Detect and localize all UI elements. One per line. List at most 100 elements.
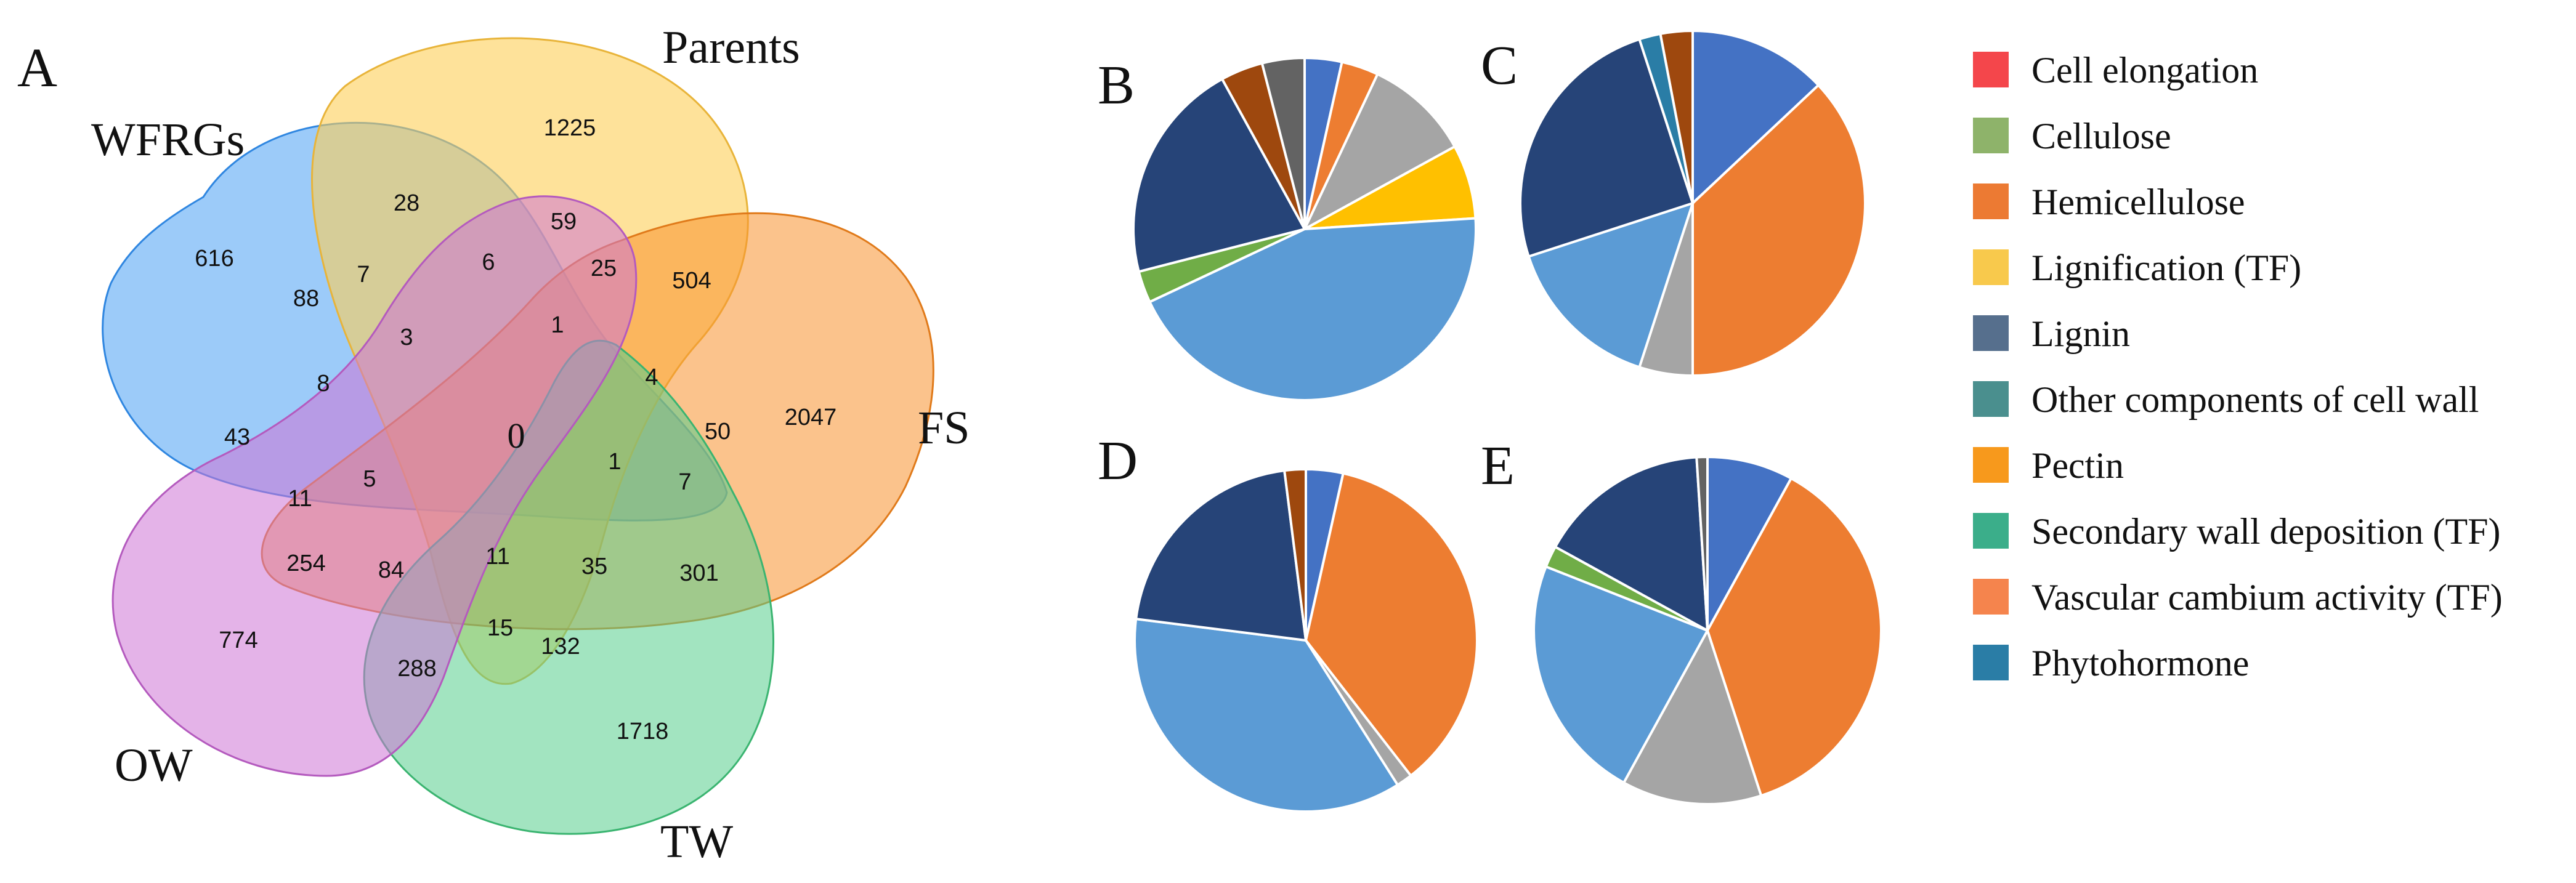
venn-count: 88	[293, 286, 319, 312]
venn-count: 43	[224, 424, 250, 450]
legend-label: Cellulose	[2031, 116, 2171, 156]
venn-count: 4	[645, 365, 658, 390]
venn-count: 2047	[785, 405, 837, 430]
legend-item: Secondary wall deposition (TF)	[1973, 511, 2501, 552]
pie-slice	[1553, 456, 1709, 633]
legend-swatch	[1973, 645, 2009, 680]
legend-label: Lignification (TF)	[2031, 248, 2301, 288]
legend-item: Phytohormone	[1973, 643, 2249, 683]
pie-slice	[1260, 56, 1306, 230]
pie-slice	[1133, 617, 1399, 813]
legend-item: Lignin	[1973, 313, 2130, 354]
legend-item: Hemicellulose	[1973, 182, 2245, 222]
venn-count: 7	[357, 262, 370, 288]
venn-count: 15	[487, 615, 513, 641]
legend-swatch	[1973, 315, 2009, 351]
legend-swatch	[1973, 52, 2009, 87]
legend-item: Cell elongation	[1973, 50, 2258, 91]
pie-slice	[1622, 627, 1763, 805]
venn-count: 25	[591, 256, 617, 281]
legend-swatch	[1973, 183, 2009, 219]
legend-item: Pectin	[1973, 445, 2124, 486]
legend-swatch	[1973, 579, 2009, 615]
pie-chart-d	[1133, 467, 1478, 813]
legend-label: Pectin	[2031, 445, 2124, 486]
pie-slice	[1304, 145, 1477, 230]
venn-set-label-tw: TW	[660, 816, 733, 868]
pie-slice	[1282, 467, 1307, 641]
venn-count: 504	[672, 268, 711, 294]
pie-slice	[1691, 29, 1820, 206]
venn-count: 1	[551, 312, 564, 338]
pie-panels	[1132, 29, 1882, 813]
venn-count: 0	[508, 416, 525, 456]
legend-swatch	[1973, 381, 2009, 417]
legend-label: Secondary wall deposition (TF)	[2031, 511, 2501, 552]
venn-count: 50	[705, 419, 731, 445]
legend-label: Hemicellulose	[2031, 182, 2245, 222]
pie-slice	[1659, 29, 1694, 204]
legend-label: Vascular cambium activity (TF)	[2031, 577, 2503, 618]
pie-slice	[1706, 455, 1793, 631]
panel-letter-e: E	[1481, 435, 1515, 496]
venn-set-label-ow: OW	[115, 740, 193, 791]
legend-label: Cell elongation	[2031, 50, 2258, 91]
legend-item: Other components of cell wall	[1973, 379, 2479, 420]
venn-count: 1	[608, 449, 621, 475]
venn-count: 11	[485, 544, 509, 570]
panel-letter-a: A	[17, 38, 57, 99]
pie-chart-e	[1533, 455, 1882, 805]
venn-count: 6	[482, 249, 495, 275]
pie-slice	[1691, 83, 1866, 377]
venn-count: 11	[288, 486, 312, 512]
venn-count: 254	[286, 550, 325, 576]
panel-letter-c: C	[1481, 35, 1518, 96]
venn-count: 59	[551, 209, 577, 235]
venn-count: 301	[679, 560, 718, 586]
pie-chart-c	[1519, 29, 1866, 377]
pie-slice	[1132, 77, 1306, 273]
venn-set-ow	[111, 195, 638, 777]
pie-slice	[1302, 72, 1457, 232]
venn-count: 616	[195, 246, 233, 272]
legend-label: Phytohormone	[2031, 643, 2249, 683]
pie-slice	[1706, 477, 1882, 797]
pie-chart-b	[1132, 56, 1477, 401]
venn-count: 288	[397, 656, 436, 682]
pie-slice	[1134, 469, 1308, 642]
venn-count: 7	[678, 469, 691, 495]
legend-swatch	[1973, 118, 2009, 153]
legend-swatch	[1973, 249, 2009, 285]
pie-slice	[1695, 455, 1709, 631]
legend-swatch	[1973, 513, 2009, 549]
panel-letter-b: B	[1098, 55, 1135, 116]
legend-label: Lignin	[2031, 313, 2130, 354]
venn-count: 5	[363, 466, 376, 492]
legend-swatch	[1973, 447, 2009, 483]
venn-count: 132	[541, 634, 580, 659]
panel-letter-d: D	[1098, 430, 1138, 491]
legend-item: Cellulose	[1973, 116, 2171, 156]
venn-count: 28	[394, 190, 419, 216]
pie-slice	[1519, 38, 1695, 259]
venn-sets	[102, 37, 934, 835]
venn-set-label-wfrgs: WFRGs	[91, 114, 245, 166]
venn-count: 84	[378, 557, 404, 583]
venn-count: 8	[317, 371, 330, 397]
venn-set-labels: WFRGs Parents FS TW OW	[91, 22, 970, 868]
venn-count: 1225	[544, 115, 596, 141]
venn-count: 35	[581, 554, 607, 579]
legend-item: Vascular cambium activity (TF)	[1973, 577, 2503, 618]
venn-count: 1718	[617, 719, 669, 744]
pie-slice	[1533, 565, 1709, 784]
venn-count: 774	[219, 627, 257, 653]
legend-item: Lignification (TF)	[1973, 248, 2301, 288]
venn-set-label-parents: Parents	[662, 22, 800, 73]
venn-set-label-fs: FS	[918, 402, 970, 454]
legend: Cell elongation Cellulose Hemicellulose Lig…	[1973, 50, 2503, 683]
legend-label: Other components of cell wall	[2031, 379, 2479, 420]
pie-slice	[1304, 472, 1478, 778]
